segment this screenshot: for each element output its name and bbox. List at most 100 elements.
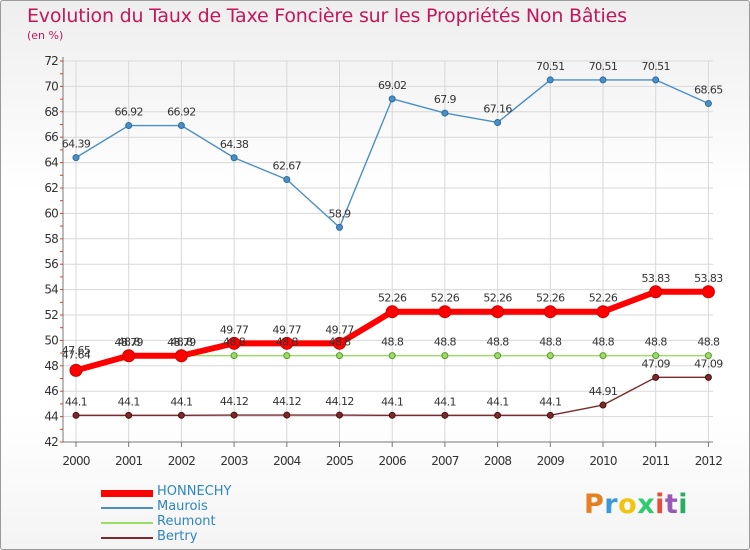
data-label-reumont: 47.65 (62, 344, 91, 357)
data-label-reumont: 48.8 (276, 336, 299, 349)
y-tick-label: 54 (44, 283, 58, 297)
x-tick-label: 2009 (537, 454, 565, 468)
data-point-bertry (652, 373, 660, 381)
data-point-honnechy (122, 349, 136, 363)
data-label-bertry: 44.1 (381, 395, 403, 408)
x-tick-label: 2006 (379, 454, 407, 468)
data-point-honnechy (280, 336, 294, 350)
data-label-reumont: 48.8 (697, 336, 720, 349)
data-label-maurois: 70.51 (589, 60, 618, 73)
x-tick-label: 2005 (326, 454, 354, 468)
y-tick-label: 70 (44, 79, 58, 93)
data-point-honnechy (543, 305, 557, 319)
data-point-maurois (283, 175, 291, 183)
data-point-maurois (336, 223, 343, 231)
y-tick-label: 50 (44, 333, 58, 347)
y-tick-label: 68 (44, 105, 58, 119)
legend-label-reumont: Reumont (157, 514, 216, 529)
data-point-bertry (125, 411, 133, 419)
x-tick-label: 2000 (62, 454, 90, 468)
data-label-reumont: 48.8 (434, 336, 457, 349)
data-label-honnechy: 48.79 (114, 336, 143, 349)
data-label-honnechy: 52.26 (431, 292, 460, 305)
logo-letter: i (655, 489, 665, 520)
legend-label-maurois: Maurois (157, 499, 208, 514)
data-point-bertry (494, 411, 502, 419)
data-point-honnechy (385, 305, 399, 319)
data-point-honnechy (649, 285, 663, 299)
data-point-maurois (599, 76, 607, 84)
x-tick-label: 2002 (168, 454, 196, 468)
data-point-honnechy (333, 336, 346, 350)
data-point-reumont (230, 352, 238, 360)
data-label-bertry: 44.91 (589, 385, 618, 398)
data-label-bertry: 47.09 (641, 357, 670, 370)
proxiti-logo: Proxiti (584, 489, 688, 520)
y-tick-label: 46 (44, 384, 58, 398)
data-label-honnechy: 52.26 (483, 292, 512, 305)
x-tick-label: 2004 (273, 454, 301, 468)
data-label-maurois: 64.38 (220, 138, 249, 151)
data-label-bertry: 44.12 (325, 395, 354, 408)
data-point-maurois (388, 95, 396, 103)
data-label-maurois: 64.39 (62, 138, 91, 151)
data-label-honnechy: 48.79 (167, 336, 196, 349)
data-point-bertry (441, 411, 449, 419)
y-tick-label: 52 (44, 308, 58, 322)
data-point-bertry (704, 373, 712, 381)
legend-label-bertry: Bertry (157, 529, 198, 544)
data-label-bertry: 47.09 (694, 357, 723, 370)
data-label-maurois: 66.92 (167, 106, 196, 119)
y-tick-label: 48 (44, 359, 58, 373)
data-label-maurois: 67.9 (434, 93, 457, 106)
y-tick-label: 64 (44, 156, 58, 170)
legend-swatch-bertry (101, 537, 153, 539)
data-label-reumont: 48.8 (645, 336, 668, 349)
data-point-reumont (441, 352, 449, 360)
data-label-bertry: 44.1 (118, 395, 140, 408)
data-label-honnechy: 53.83 (641, 272, 670, 285)
data-point-bertry (72, 411, 80, 419)
data-point-maurois (441, 109, 449, 117)
data-point-maurois (125, 122, 133, 130)
data-label-reumont: 48.8 (328, 336, 351, 349)
data-point-reumont (599, 352, 607, 360)
data-label-maurois: 58.9 (328, 207, 351, 220)
logo-letter: P (584, 489, 605, 520)
data-point-maurois (546, 76, 554, 84)
x-tick-label: 2012 (695, 454, 723, 468)
legend-swatch-maurois (101, 507, 153, 509)
data-label-maurois: 69.02 (378, 79, 407, 92)
data-point-maurois (494, 118, 502, 126)
data-label-maurois: 66.92 (114, 106, 143, 119)
data-point-honnechy (227, 336, 241, 350)
data-point-honnechy (438, 305, 452, 319)
data-point-honnechy (174, 349, 188, 363)
data-point-bertry (388, 411, 396, 419)
logo-letter: o (618, 489, 638, 520)
data-point-reumont (388, 352, 396, 360)
logo-letter: i (678, 489, 689, 520)
y-tick-label: 72 (44, 54, 58, 68)
data-label-bertry: 44.1 (434, 395, 456, 408)
data-point-honnechy (69, 363, 83, 377)
y-tick-label: 66 (44, 130, 58, 144)
legend-label-honnechy: HONNECHY (157, 484, 232, 499)
data-label-reumont: 48.8 (223, 336, 246, 349)
data-point-maurois (177, 122, 185, 130)
data-label-reumont: 48.8 (539, 336, 562, 349)
data-label-reumont: 48.8 (592, 336, 615, 349)
logo-letter: t (664, 489, 679, 520)
data-point-bertry (336, 411, 343, 419)
data-label-honnechy: 53.83 (694, 272, 723, 285)
data-point-bertry (283, 411, 291, 419)
data-point-reumont (704, 352, 712, 360)
x-tick-label: 2003 (220, 454, 248, 468)
data-point-reumont (652, 352, 660, 360)
data-label-maurois: 62.67 (273, 159, 302, 172)
x-tick-label: 2011 (642, 454, 670, 468)
x-tick-label: 2007 (431, 454, 459, 468)
data-point-honnechy (596, 305, 610, 319)
data-label-bertry: 44.12 (220, 395, 249, 408)
